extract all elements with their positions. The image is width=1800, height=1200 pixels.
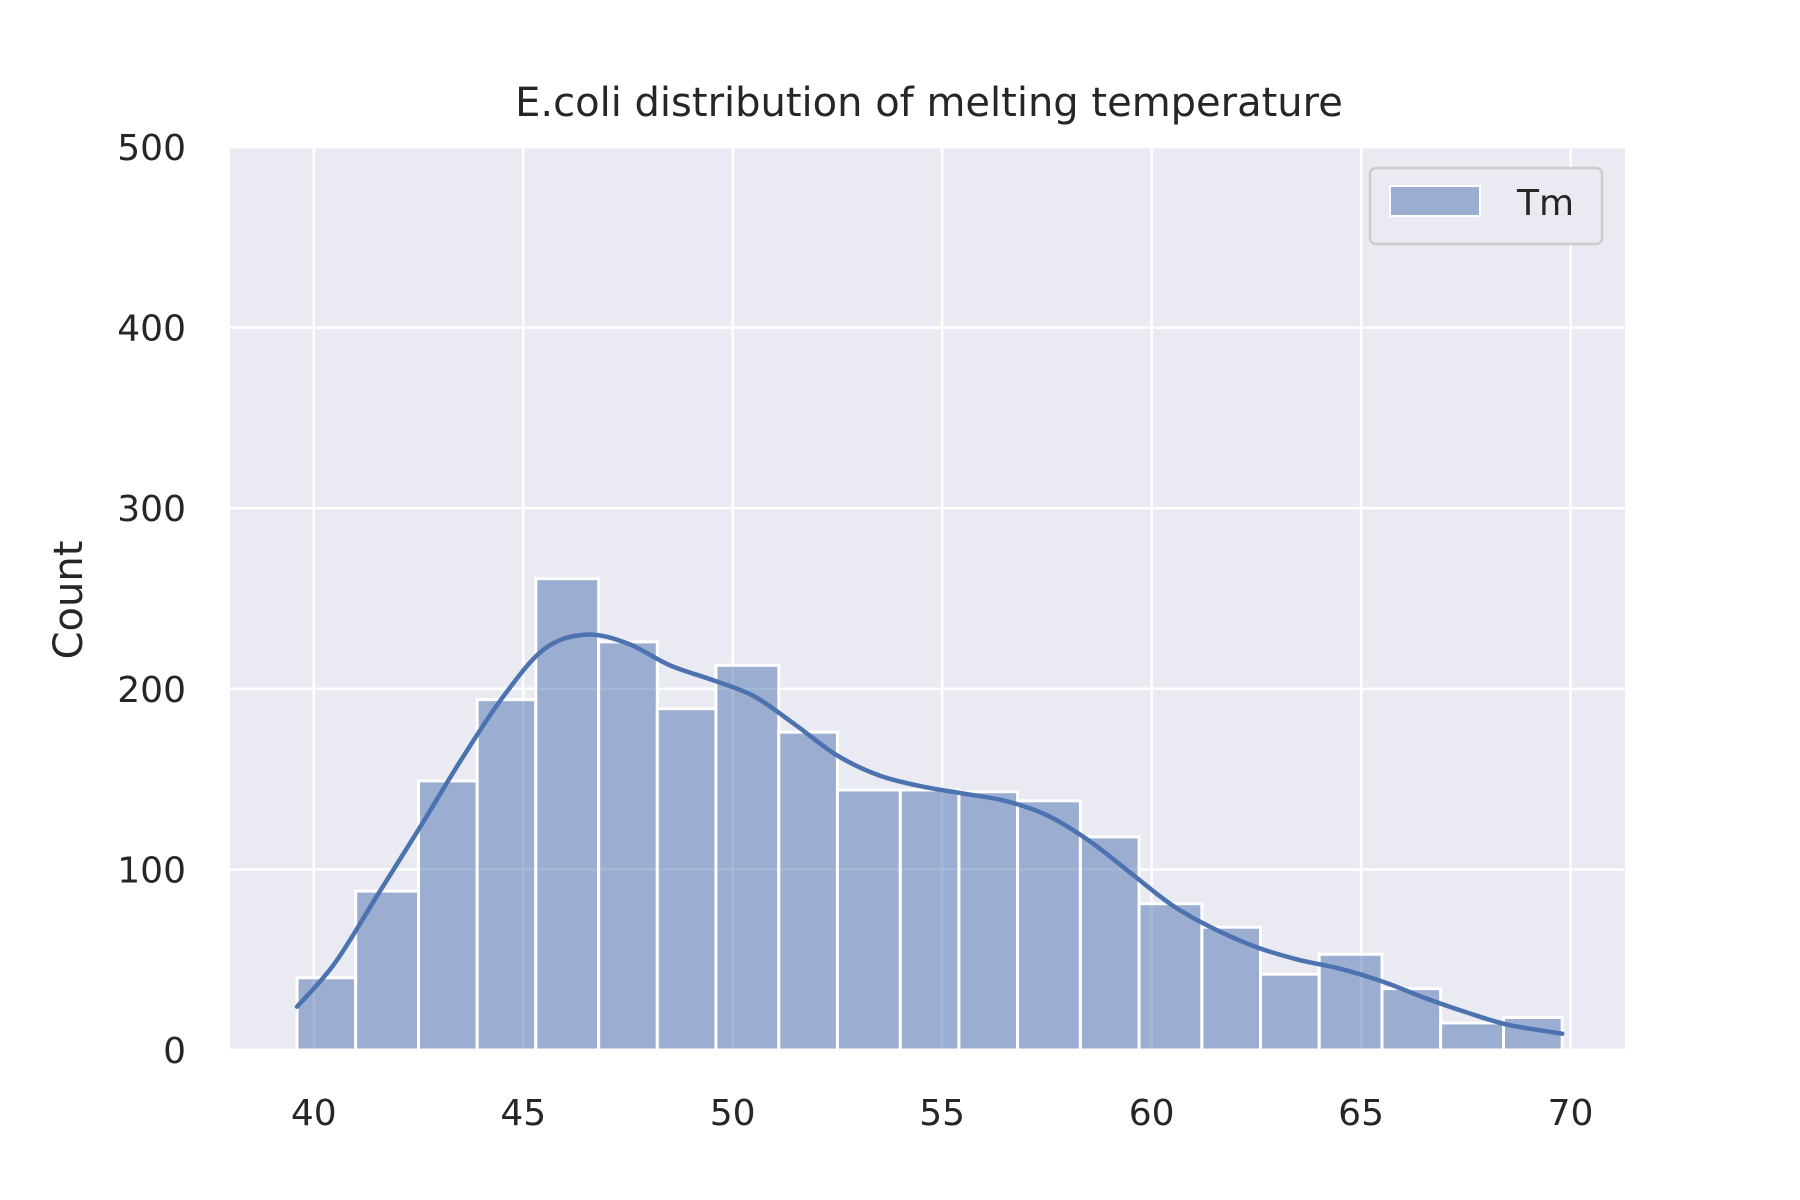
x-tick-label: 50: [710, 1093, 756, 1134]
y-tick-label: 100: [117, 850, 186, 891]
x-tick-label: 40: [291, 1093, 337, 1134]
y-axis-label: Count: [46, 541, 92, 660]
histogram-bar: [835, 788, 902, 1052]
histogram-bar: [1380, 987, 1443, 1052]
x-tick-label: 70: [1548, 1093, 1594, 1134]
histogram-bar: [417, 779, 479, 1052]
y-tick-label: 400: [117, 309, 186, 350]
histogram-bar: [1200, 925, 1263, 1052]
histogram-bar: [295, 976, 358, 1052]
x-tick-label: 55: [919, 1093, 965, 1134]
histogram-bar: [898, 788, 961, 1052]
chart-title: E.coli distribution of melting temperatu…: [515, 80, 1343, 126]
x-tick-label: 60: [1129, 1093, 1175, 1134]
histogram-bar: [1016, 799, 1082, 1052]
legend: Tm: [1368, 166, 1604, 246]
histogram-bar: [1078, 835, 1141, 1052]
x-tick-label: 65: [1338, 1093, 1384, 1134]
y-tick-labels: 0 100 200 300 400 500: [117, 128, 186, 1072]
histogram-bar: [1317, 952, 1384, 1052]
histogram-bar: [714, 663, 781, 1052]
y-tick-label: 200: [117, 670, 186, 711]
y-tick-label: 0: [163, 1031, 186, 1072]
histogram-bar: [655, 707, 718, 1052]
x-tick-label: 45: [500, 1093, 546, 1134]
legend-label-tm: Tm: [1516, 183, 1574, 224]
histogram-bar: [1259, 972, 1321, 1052]
histogram-bar: [1439, 1021, 1506, 1052]
histogram-bar: [957, 790, 1020, 1052]
histogram-bar: [1137, 902, 1204, 1052]
histogram-bar: [597, 640, 659, 1052]
legend-swatch: [1389, 185, 1481, 217]
x-tick-labels: 40 45 50 55 60 65 70: [291, 1093, 1594, 1134]
histogram-bar: [475, 698, 538, 1052]
y-tick-label: 300: [117, 489, 186, 530]
histogram-bar: [534, 577, 601, 1052]
kde-curve: [294, 632, 1565, 1036]
histogram-bar: [777, 730, 839, 1052]
y-tick-label: 500: [117, 128, 186, 169]
